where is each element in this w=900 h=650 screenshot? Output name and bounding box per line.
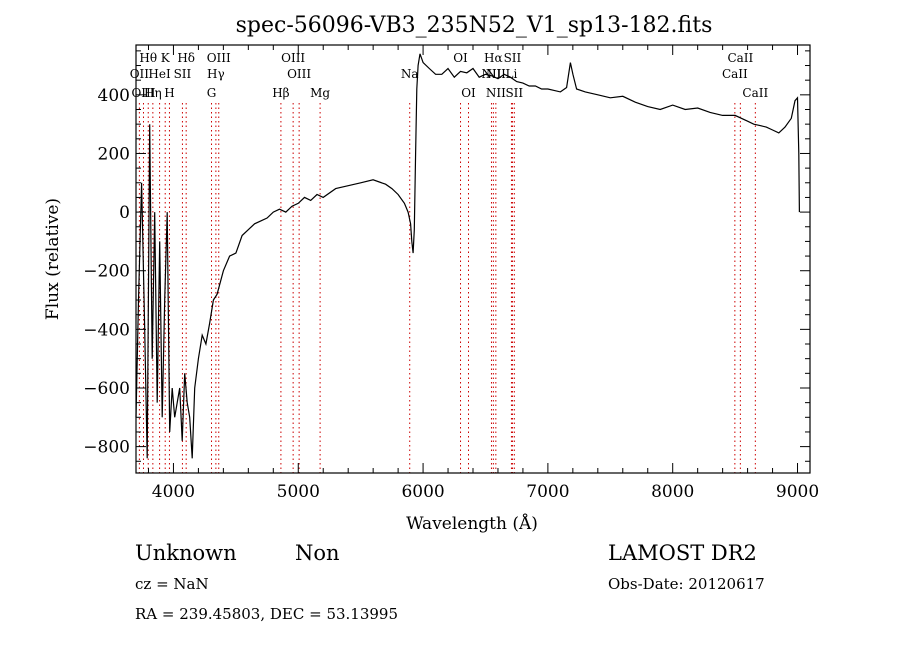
x-tick-label: 6000 [401,482,444,502]
y-tick-label: 0 [119,203,130,223]
redshift-cz: cz = NaN [135,575,209,593]
emission-line-label: H [164,86,174,100]
emission-line-label: OIII [207,51,231,65]
y-tick-label: −400 [83,320,130,340]
emission-line-label: CaII [727,51,753,65]
coordinates: RA = 239.45803, DEC = 53.13995 [135,605,398,623]
spectrum-series-line [135,53,800,459]
emission-line-label: OI [461,86,476,100]
y-tick-label: 200 [98,144,130,164]
spectral-class: Unknown [135,541,237,565]
emission-line-label: OI [453,51,468,65]
emission-line-label: Hγ [207,67,225,81]
x-axis-title: Wavelength (Å) [406,513,538,534]
emission-line-label: OIII [281,51,305,65]
emission-line-label: Mg [310,86,330,100]
emission-line-label: Hδ [177,51,195,65]
emission-line-label: K [161,51,171,65]
emission-line-label: Li [506,67,518,81]
observation-date: Obs-Date: 20120617 [608,575,765,593]
spectral-subclass: Non [295,541,340,565]
emission-line-label: OIII [131,86,155,100]
survey-name: LAMOST DR2 [608,541,757,565]
axis-ticks: 4000 5000 6000 7000 8000 9000−800−600−400−200… [83,45,819,502]
emission-line-label: G [207,86,217,100]
emission-line-label: Hα [484,51,503,65]
emission-line-label: Hη [144,86,162,100]
emission-line-label: SII [504,51,522,65]
emission-line-label: Hθ [139,51,157,65]
x-tick-label: 8000 [651,482,694,502]
y-tick-label: −600 [83,379,130,399]
emission-line-label: NII [481,67,501,81]
y-axis-title: Flux (relative) [43,198,63,320]
x-tick-label: 5000 [277,482,320,502]
emission-line-label: OIII [287,67,311,81]
emission-line-label: Hβ [272,86,289,100]
y-tick-label: 400 [98,86,130,106]
emission-line-label: CaII [722,67,748,81]
emission-line-label: OII [130,67,150,81]
emission-line-label: CaII [742,86,768,100]
emission-line-label: SII [174,67,192,81]
emission-line-markers [138,103,756,473]
emission-line-label: HeI [148,67,171,81]
emission-line-label: SII [505,86,523,100]
chart-title: spec-56096-VB3_235N52_V1_sp13-182.fits [236,13,713,38]
y-tick-label: −200 [83,262,130,282]
plot-frame [135,44,811,474]
x-tick-label: 4000 [152,482,195,502]
emission-line-label: NII [486,86,506,100]
y-tick-label: −800 [83,438,130,458]
x-tick-label: 9000 [776,482,819,502]
emission-line-label: NII [486,67,506,81]
emission-line-label: Na [401,67,419,81]
x-tick-label: 7000 [526,482,569,502]
